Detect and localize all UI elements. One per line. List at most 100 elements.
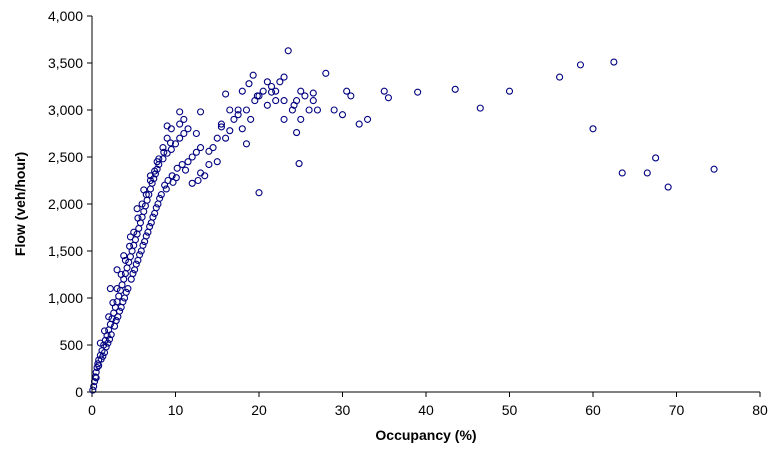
data-point <box>113 266 121 274</box>
data-point <box>99 352 107 360</box>
data-point <box>263 101 271 109</box>
data-point <box>451 85 459 93</box>
data-point <box>280 115 288 123</box>
data-point <box>253 92 261 100</box>
data-point <box>272 87 280 95</box>
data-point <box>129 270 137 278</box>
data-point <box>100 327 109 335</box>
data-point <box>142 232 150 240</box>
data-point <box>120 252 128 260</box>
data-point <box>162 185 170 193</box>
data-point <box>176 134 184 142</box>
data-point <box>144 228 152 236</box>
data-point <box>618 169 626 177</box>
data-point <box>176 120 184 128</box>
data-point <box>245 80 253 88</box>
data-point <box>363 115 372 123</box>
x-tick-label: 50 <box>502 402 518 418</box>
data-point <box>126 242 134 250</box>
data-point <box>172 174 180 182</box>
data-point <box>330 106 338 114</box>
data-point <box>205 147 213 155</box>
data-point <box>238 125 246 133</box>
data-point <box>137 247 145 255</box>
data-point <box>217 123 225 131</box>
data-point <box>121 270 129 278</box>
data-point <box>267 88 276 96</box>
data-point <box>127 275 135 283</box>
data-point <box>222 90 230 98</box>
data-point <box>226 127 234 135</box>
x-tick-label: 40 <box>418 402 434 418</box>
data-point <box>180 129 188 138</box>
data-point <box>96 339 104 347</box>
data-point <box>322 69 330 77</box>
data-point <box>255 189 263 197</box>
data-point <box>92 374 100 382</box>
data-point <box>293 129 301 137</box>
data-point <box>151 209 159 217</box>
data-point <box>217 120 225 128</box>
data-point <box>152 204 160 212</box>
data-point <box>154 200 162 208</box>
data-point <box>140 186 148 194</box>
data-point <box>176 108 184 116</box>
data-point <box>178 160 186 169</box>
data-point <box>284 47 292 55</box>
data-point <box>263 78 271 86</box>
data-point <box>123 264 131 272</box>
data-point <box>205 160 213 169</box>
x-tick-label: 0 <box>88 402 96 418</box>
data-point <box>104 339 112 347</box>
data-point <box>305 106 313 114</box>
data-point <box>188 153 196 161</box>
y-tick-label: 3,500 <box>48 55 83 71</box>
x-tick-label: 70 <box>669 402 685 418</box>
data-point <box>102 343 110 351</box>
data-point <box>89 386 97 394</box>
data-point <box>192 129 200 138</box>
data-point <box>213 158 221 166</box>
x-axis-ticks: 0 10 20 30 40 50 60 70 80 <box>88 392 768 418</box>
data-point <box>589 125 597 133</box>
data-point <box>197 108 205 116</box>
data-point <box>192 148 200 156</box>
data-point <box>141 238 149 246</box>
data-point <box>276 78 284 86</box>
data-point <box>168 172 176 180</box>
data-point <box>147 219 155 227</box>
data-point <box>146 185 154 193</box>
data-point <box>222 134 230 142</box>
x-tick-label: 80 <box>752 402 768 418</box>
y-tick-label: 4,000 <box>48 8 83 24</box>
data-point <box>124 285 132 293</box>
data-point <box>166 139 175 147</box>
data-point <box>188 179 196 187</box>
data-point <box>259 87 267 95</box>
data-point <box>338 111 347 119</box>
data-point <box>295 160 303 168</box>
data-point <box>197 144 205 152</box>
data-point <box>105 313 113 321</box>
data-point <box>169 178 177 186</box>
data-point <box>181 166 190 174</box>
data-point <box>134 256 142 264</box>
data-point <box>710 165 718 173</box>
data-point <box>134 214 142 222</box>
data-point <box>238 87 246 95</box>
data-point <box>121 256 129 264</box>
data-point <box>140 207 148 216</box>
data-point <box>117 303 125 311</box>
data-point <box>576 61 585 69</box>
y-tick-label: 0 <box>75 384 83 400</box>
data-point <box>184 125 192 133</box>
data-point <box>163 134 171 142</box>
data-point <box>180 115 188 123</box>
data-point <box>153 158 161 166</box>
data-point <box>476 104 484 112</box>
data-point <box>234 106 242 114</box>
data-point <box>131 266 139 274</box>
x-tick-label: 30 <box>335 402 351 418</box>
data-point <box>414 88 422 96</box>
data-point <box>116 307 124 315</box>
